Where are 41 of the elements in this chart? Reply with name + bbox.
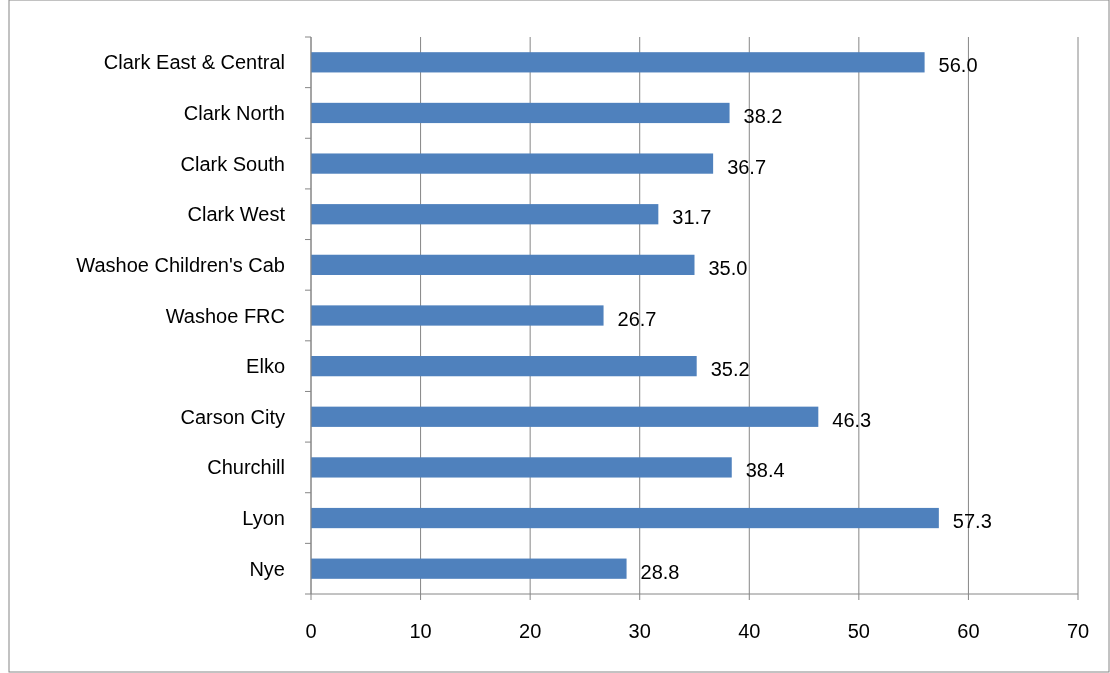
data-label: 56.0	[938, 54, 978, 77]
y-tick-label: Lyon	[242, 507, 285, 530]
bar	[311, 52, 925, 73]
y-tick-label: Nye	[249, 557, 285, 580]
data-label: 38.4	[745, 459, 785, 482]
data-label: 28.8	[640, 560, 680, 583]
x-tick-label: 0	[305, 620, 317, 642]
x-tick-label: 30	[628, 620, 651, 642]
y-tick-label: Clark North	[183, 101, 285, 124]
y-tick-label: Elko	[246, 355, 285, 378]
bar	[311, 558, 627, 579]
bar	[311, 305, 604, 326]
y-tick-label: Carson City	[180, 405, 285, 428]
data-label: 26.7	[617, 307, 657, 330]
y-tick-label: Clark East & Central	[103, 51, 285, 74]
x-tick-label: 50	[847, 620, 870, 642]
bar	[311, 204, 659, 225]
bar	[311, 254, 695, 275]
bar	[311, 102, 730, 124]
data-label: 35.0	[708, 256, 748, 279]
x-tick-label: 70	[1066, 620, 1090, 642]
bar	[311, 457, 732, 478]
bar	[311, 406, 819, 427]
bar	[311, 153, 714, 174]
bar	[311, 507, 939, 529]
y-tick-label: Washoe FRC	[165, 304, 285, 327]
data-label: 31.7	[672, 206, 712, 229]
y-tick-label: Churchill	[207, 456, 285, 479]
data-label: 38.2	[743, 104, 783, 127]
data-label: 46.3	[832, 408, 872, 431]
x-tick-label: 40	[738, 620, 761, 642]
data-label: 36.7	[727, 155, 767, 178]
y-tick-label: Washoe Children's Cab	[76, 253, 285, 276]
bar	[311, 356, 697, 377]
data-label: 57.3	[952, 510, 992, 533]
x-tick-label: 60	[957, 620, 980, 642]
x-tick-label: 20	[519, 620, 542, 642]
data-label: 35.2	[710, 358, 750, 381]
y-tick-label: Clark South	[180, 152, 285, 175]
x-tick-label: 10	[409, 620, 432, 642]
y-tick-label: Clark West	[187, 203, 286, 226]
